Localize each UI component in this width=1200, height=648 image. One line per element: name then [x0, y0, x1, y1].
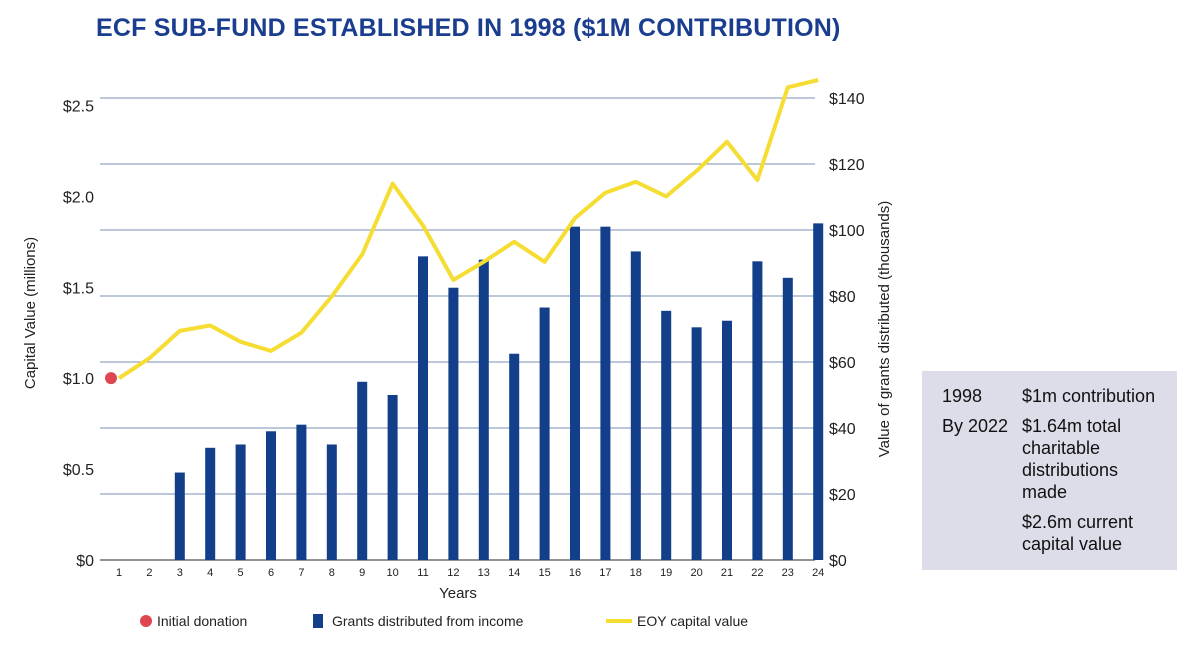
grant-bar: [661, 310, 672, 560]
grant-bar: [326, 444, 337, 560]
legend-label-grants: Grants distributed from income: [332, 613, 524, 629]
left-tick-label: $1.0: [63, 371, 94, 388]
x-tick-label: 6: [268, 567, 274, 579]
right-tick-label: $20: [829, 487, 856, 504]
right-tick-label: $0: [829, 553, 847, 570]
x-tick-label: 1: [116, 567, 122, 579]
grant-bar: [722, 320, 732, 560]
right-tick-label: $120: [829, 157, 865, 174]
x-tick-label: 19: [660, 567, 672, 579]
eoy-capital-line: [117, 78, 819, 380]
grant-bar: [600, 226, 611, 560]
x-tick-label: 9: [359, 567, 365, 579]
chart-canvas: $0 $0.5 $1.0 $1.5 $2.0 $2.5 $0 $20 $40 $60 $80 $100…: [22, 78, 893, 629]
grant-bar: [296, 424, 307, 560]
x-tick-label: 16: [569, 567, 581, 579]
grant-bar: [509, 353, 520, 560]
right-tick-label: $60: [829, 355, 856, 372]
x-tick-label: 17: [599, 567, 611, 579]
summary-text: $1.64m total charitable distributions ma…: [1022, 416, 1122, 502]
x-tick-label: 8: [329, 567, 335, 579]
x-tick-label: 2: [146, 567, 152, 579]
grant-bar: [570, 226, 580, 560]
left-axis-title: Capital Value (millions): [22, 237, 39, 389]
capital-line-layer: [105, 78, 819, 385]
grant-bar: [357, 381, 368, 560]
grant-bar: [235, 444, 246, 560]
legend-label-capital: EOY capital value: [637, 613, 748, 629]
grant-bar: [539, 307, 550, 560]
right-tick-label: $140: [829, 91, 865, 108]
legend-label-initial: Initial donation: [157, 613, 247, 629]
chart-title: ECF SUB-FUND ESTABLISHED IN 1998 ($1M CO…: [96, 14, 841, 42]
x-tick-label: 18: [630, 567, 642, 579]
x-tick-label: 3: [177, 567, 183, 579]
legend-bar-marker: [313, 614, 323, 628]
summary-year: 1998: [942, 386, 983, 406]
x-tick-label: 24: [812, 567, 824, 579]
left-tick-label: $1.5: [63, 280, 94, 297]
x-tick-label: 15: [538, 567, 550, 579]
grant-bar: [691, 327, 702, 560]
axes: $0 $0.5 $1.0 $1.5 $2.0 $2.5 $0 $20 $40 $60 $80 $100…: [22, 91, 893, 602]
grant-bar: [782, 277, 793, 560]
x-tick-label: 13: [478, 567, 490, 579]
legend: Initial donation Grants distributed from …: [140, 613, 748, 629]
x-tick-label: 4: [207, 567, 213, 579]
left-tick-label: $2.0: [63, 189, 94, 206]
summary-year: By 2022: [942, 416, 1009, 436]
grant-bar: [752, 261, 763, 560]
x-tick-label: 14: [508, 567, 520, 579]
grant-bar: [174, 472, 185, 560]
summary-text: $1m contribution: [1022, 386, 1156, 406]
summary-year: [942, 511, 1022, 555]
summary-box: 1998 $1m contribution By 2022 $1.64m tot…: [922, 371, 1177, 570]
left-tick-label: $2.5: [63, 98, 94, 115]
grant-bar: [630, 251, 641, 561]
x-tick-label: 20: [690, 567, 702, 579]
right-tick-label: $40: [829, 421, 856, 438]
x-tick-label: 10: [386, 567, 398, 579]
grant-bar: [266, 431, 276, 560]
x-tick-label: 23: [782, 567, 794, 579]
x-tick-label: 5: [238, 567, 244, 579]
grant-bar: [813, 223, 824, 560]
x-axis-title: Years: [439, 585, 477, 602]
left-tick-label: $0.5: [63, 462, 94, 479]
initial-donation-point: [105, 372, 117, 385]
right-axis-title: Value of grants distributed (thousands): [876, 201, 893, 458]
x-tick-label: 12: [447, 567, 459, 579]
x-tick-label: 11: [417, 567, 428, 579]
x-tick-label: 7: [298, 567, 304, 579]
right-tick-label: $80: [829, 289, 856, 306]
summary-row-1998: 1998 $1m contribution: [942, 385, 1163, 407]
grant-bar: [478, 259, 489, 560]
grant-bar: [205, 447, 216, 560]
grant-bar: [418, 256, 428, 560]
summary-text: $2.6m current capital value: [1022, 512, 1134, 554]
summary-row-2022: By 2022 $1.64m total charitable distribu…: [942, 415, 1163, 503]
right-tick-label: $100: [829, 223, 865, 240]
grant-bar: [448, 287, 459, 560]
grant-bar: [387, 394, 398, 560]
x-tick-label: 21: [721, 567, 733, 579]
grant-bars: [174, 223, 824, 561]
legend-dot-marker: [140, 615, 152, 627]
x-tick-label: 22: [751, 567, 763, 579]
left-tick-label: $0: [76, 553, 94, 570]
summary-row-capital: $2.6m current capital value: [942, 511, 1163, 555]
